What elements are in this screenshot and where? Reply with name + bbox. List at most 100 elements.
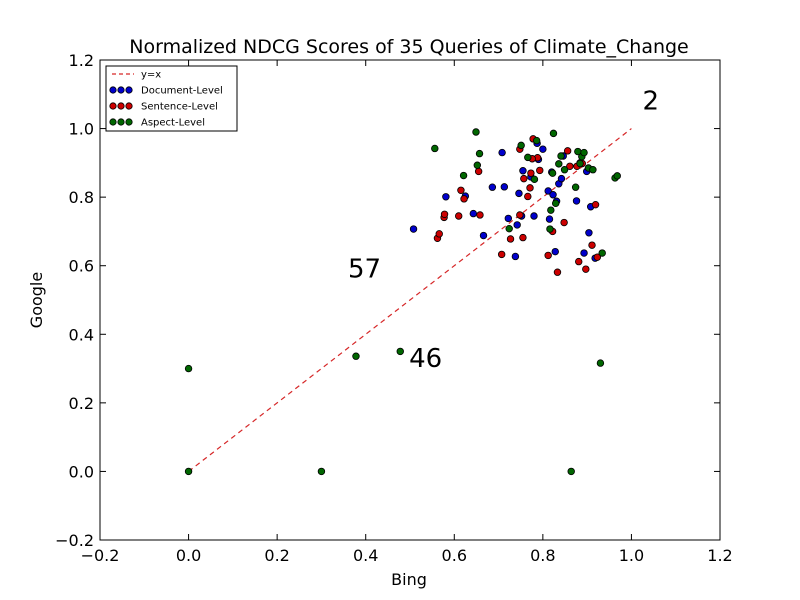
aspect-level-point <box>524 153 532 162</box>
legend-marker-swatch <box>109 102 117 110</box>
annotations: 2 57 46 <box>348 87 659 374</box>
annotation-label: 46 <box>409 344 442 374</box>
legend-entry-label: y=x <box>141 70 161 81</box>
sentence-level-point <box>536 166 544 175</box>
document-level-point <box>500 183 509 191</box>
sentence-level-point <box>440 210 449 218</box>
x-tick-label: 0.4 <box>353 546 378 565</box>
aspect-level-point <box>530 175 539 184</box>
sentence-level-point <box>457 186 465 194</box>
sentence-level-point <box>588 241 596 249</box>
legend-marker-swatch <box>109 118 117 126</box>
legend-marker-swatch <box>125 86 133 94</box>
document-level-point <box>572 197 581 205</box>
sentence-level-point <box>563 147 572 155</box>
legend: y=x Document-Level Sentence-Level Aspect-Le… <box>105 65 238 132</box>
sentence-level-point <box>520 174 528 183</box>
aspect-level-point <box>473 161 482 169</box>
sentence-level-point <box>566 162 574 170</box>
document-level-point <box>469 209 478 218</box>
x-tick-label: 1.2 <box>707 546 732 565</box>
aspect-level-point <box>532 136 541 145</box>
document-level-point <box>442 193 450 201</box>
sentence-level-point <box>519 233 527 242</box>
aspect-level-point <box>557 152 565 160</box>
aspect-level-point <box>184 467 193 476</box>
aspect-level-point <box>505 224 513 233</box>
y-tick-label: 0.8 <box>69 188 94 207</box>
sentence-level-point <box>524 192 532 201</box>
aspect-level-point <box>548 169 557 177</box>
series-aspect-level <box>184 128 621 476</box>
aspect-level-point <box>596 359 605 367</box>
aspect-level-point <box>598 249 606 257</box>
document-level-point <box>409 225 418 233</box>
aspect-level-point <box>546 225 554 233</box>
aspect-level-point <box>472 128 480 136</box>
y-tick-label: 1.2 <box>69 51 94 70</box>
legend-marker-swatch <box>117 102 125 110</box>
sentence-level-point <box>593 253 602 261</box>
sentence-level-point <box>460 195 468 203</box>
legend-marker-swatch <box>125 118 133 126</box>
reference-line-y-equals-x <box>188 128 632 472</box>
aspect-level-point <box>517 141 525 150</box>
x-tick-label: −0.2 <box>81 546 120 565</box>
chart-title: Normalized NDCG Scores of 35 Queries of … <box>129 36 689 58</box>
aspect-level-point <box>560 166 569 174</box>
aspect-level-point <box>317 467 326 476</box>
axis-ticks: −0.2 0.0 0.2 0.4 0.6 0.8 1.0 1.2 −0.2 0.0 0.2 0.4 0.… <box>55 51 733 565</box>
aspect-level-point <box>580 148 588 157</box>
aspect-level-point <box>431 144 439 153</box>
x-tick-label: 0.0 <box>176 546 201 565</box>
y-tick-label: 0.4 <box>69 325 94 344</box>
document-level-point <box>519 167 527 175</box>
aspect-level-point <box>571 183 580 191</box>
document-level-point <box>549 191 557 199</box>
series-document-level <box>409 139 599 262</box>
annotation-label: 57 <box>348 255 381 285</box>
annotation-label: 2 <box>643 87 660 117</box>
sentence-level-point <box>497 250 506 259</box>
aspect-level-point <box>549 129 558 138</box>
document-level-point <box>530 212 538 220</box>
plot-frame <box>99 59 721 541</box>
document-level-point <box>511 252 520 261</box>
y-tick-label: 0.2 <box>69 394 94 413</box>
document-level-point <box>498 148 506 157</box>
sentence-level-point <box>435 230 443 238</box>
sentence-level-point <box>544 251 552 260</box>
x-axis-label: Bing <box>391 570 427 589</box>
aspect-level-point <box>475 149 484 158</box>
aspect-level-point <box>576 159 584 168</box>
aspect-level-point <box>589 166 597 174</box>
aspect-level-point <box>184 364 193 373</box>
legend-marker-swatch <box>125 102 133 110</box>
legend-entry-label: Sentence-Level <box>141 102 218 113</box>
sentence-level-point <box>526 184 534 192</box>
document-level-point <box>580 249 588 257</box>
document-level-point <box>539 145 547 153</box>
sentence-level-point <box>575 257 583 266</box>
aspect-level-point <box>552 199 560 208</box>
sentence-level-point <box>516 211 524 219</box>
document-level-point <box>544 187 552 195</box>
aspect-level-point <box>555 160 563 168</box>
x-tick-label: 1.0 <box>619 546 644 565</box>
sentence-level-point <box>474 167 483 176</box>
document-level-point <box>479 231 488 240</box>
x-tick-label: 0.6 <box>442 546 467 565</box>
sentence-level-point <box>455 212 463 220</box>
document-level-point <box>513 221 521 229</box>
sentence-level-point <box>553 268 562 276</box>
y-tick-label: 1.0 <box>69 120 94 139</box>
document-level-point <box>585 229 593 237</box>
document-level-point <box>551 247 559 256</box>
legend-entry-label: Document-Level <box>141 86 223 97</box>
document-level-point <box>504 214 513 223</box>
document-level-point <box>545 215 554 223</box>
document-level-point <box>488 183 497 191</box>
y-tick-label: 0.0 <box>69 462 94 481</box>
legend-marker-swatch <box>117 86 125 94</box>
